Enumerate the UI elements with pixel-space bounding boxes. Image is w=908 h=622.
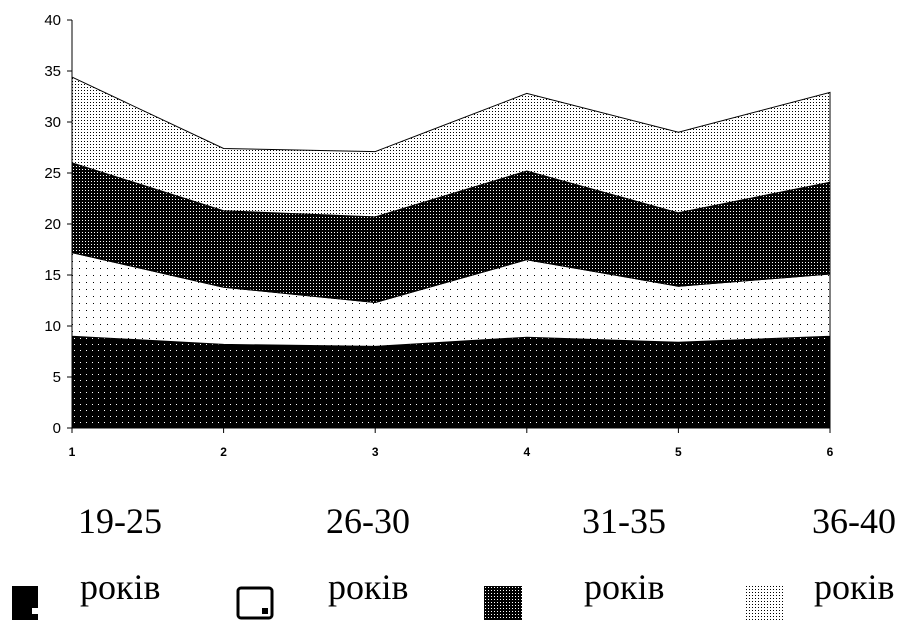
x-axis-ticks: 1 2 3 4 5 6	[69, 428, 834, 459]
y-tick-label: 40	[44, 12, 61, 29]
legend-series-name: 36-40	[812, 501, 896, 541]
legend-item-4: 36-40 років	[746, 500, 908, 622]
x-tick-label: 4	[523, 445, 530, 459]
y-tick-label: 10	[44, 318, 61, 335]
x-tick-label: 5	[675, 445, 682, 459]
legend-series-name: 26-30	[326, 501, 410, 541]
legend-item-3: 31-35 років	[484, 500, 704, 622]
y-tick-label: 25	[44, 165, 61, 182]
y-tick-label: 30	[44, 114, 61, 131]
legend-swatch	[236, 586, 274, 620]
y-tick-label: 15	[44, 267, 61, 284]
series-area-4	[71, 76, 831, 218]
legend-series-name: 19-25	[78, 501, 162, 541]
legend-series-unit: років	[328, 567, 409, 607]
legend-series-unit: років	[80, 567, 161, 607]
legend-series-unit: років	[584, 567, 665, 607]
x-tick-label: 6	[827, 445, 834, 459]
y-tick-label: 20	[44, 216, 61, 233]
y-tick-label: 5	[53, 369, 61, 386]
y-axis-ticks: 0 5 10 15 20 25 30 35 40	[44, 12, 72, 437]
legend-swatch	[746, 586, 784, 620]
y-tick-label: 0	[53, 420, 61, 437]
series-areas	[71, 76, 831, 429]
legend-series-name: 31-35	[582, 501, 666, 541]
y-tick-label: 35	[44, 63, 61, 80]
x-tick-label: 1	[69, 445, 76, 459]
stacked-area-chart: 0 5 10 15 20 25 30 35 40 1 2 3 4 5 6	[44, 12, 834, 459]
legend-series-unit: років	[814, 567, 895, 607]
series-area-1	[71, 335, 831, 429]
legend-item-2: 26-30 років	[236, 500, 456, 622]
legend-swatch	[484, 586, 522, 620]
x-tick-label: 3	[372, 445, 379, 459]
legend-item-1: 19-25 років	[8, 500, 228, 622]
legend-swatch	[12, 586, 38, 620]
x-tick-label: 2	[220, 445, 227, 459]
